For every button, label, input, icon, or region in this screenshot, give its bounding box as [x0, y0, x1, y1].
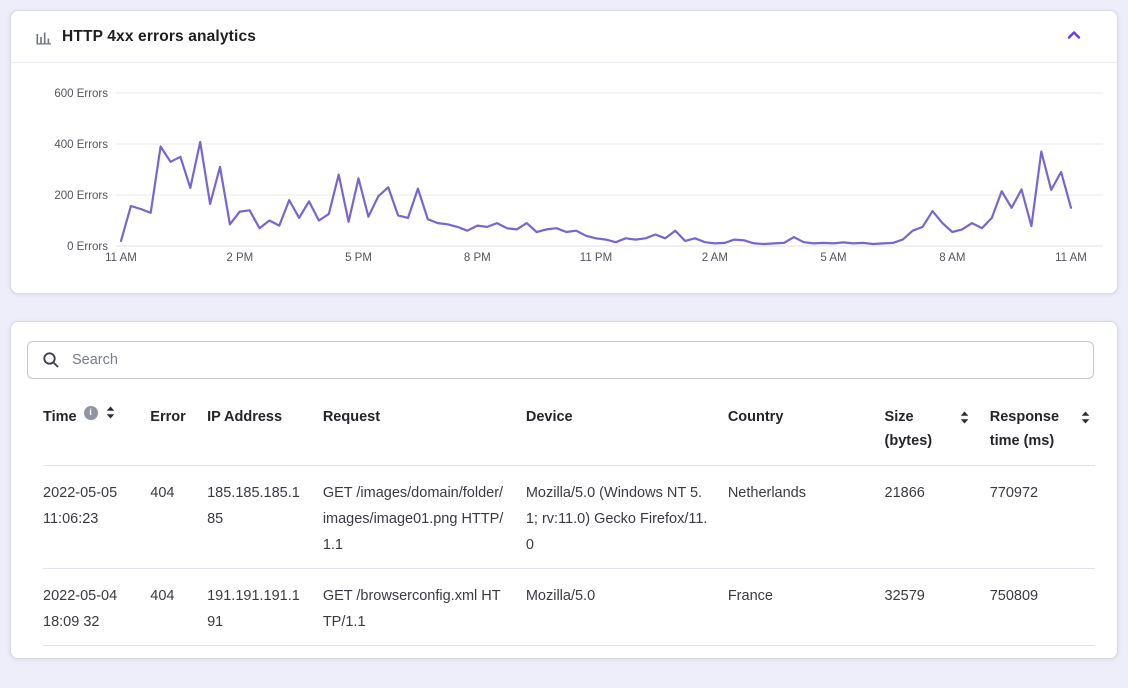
errors-line-chart-svg: 0 Errors 200 Errors 400 Errors 600 Errors 11…	[54, 88, 1103, 263]
cell-error: 404	[150, 465, 208, 569]
column-label-country: Country	[727, 409, 784, 425]
column-label-response: Response	[989, 409, 1060, 425]
svg-text:600 Errors: 600 Errors	[54, 88, 108, 100]
info-icon[interactable]: i	[83, 405, 98, 420]
analytics-page: HTTP 4xx errors analytics 0 Errors 200 Er…	[10, 10, 1118, 659]
cell-size: 21866	[884, 465, 990, 569]
column-header-error: Error	[150, 387, 208, 466]
column-header-size[interactable]: Size (bytes)	[884, 387, 990, 466]
http-4xx-errors-card: HTTP 4xx errors analytics 0 Errors 200 Er…	[10, 10, 1118, 294]
chevron-up-icon	[1066, 29, 1082, 44]
table-header-row: Time i	[43, 387, 1095, 466]
collapse-button[interactable]	[1062, 25, 1086, 48]
cell-time: 2022-05-04 18:09 32	[43, 568, 151, 646]
cell-size: 32579	[884, 568, 990, 646]
column-header-time[interactable]: Time i	[43, 387, 151, 466]
svg-text:0 Errors: 0 Errors	[67, 241, 108, 253]
errors-table: Time i	[43, 387, 1095, 646]
errors-log-card: Time i	[10, 321, 1118, 659]
cell-request: GET /browserconfig.xml HTTP/1.1	[322, 568, 526, 646]
svg-text:5 AM: 5 AM	[820, 252, 846, 263]
column-header-device: Device	[525, 387, 728, 466]
bar-chart-icon	[35, 28, 53, 46]
chart-card-header[interactable]: HTTP 4xx errors analytics	[11, 11, 1117, 63]
sort-icon[interactable]	[1080, 410, 1091, 425]
svg-text:11 PM: 11 PM	[580, 252, 612, 263]
column-header-request: Request	[322, 387, 526, 466]
column-label-device: Device	[525, 409, 573, 425]
cell-device: Mozilla/5.0	[525, 568, 728, 646]
search-input[interactable]	[72, 352, 1079, 368]
cell-ip-address: 191.191.191.191	[207, 568, 323, 646]
cell-request: GET /images/domain/folder/images/image01…	[322, 465, 526, 569]
table-row: 2022-05-05 11:06:23 404 185.185.185.185 …	[43, 465, 1095, 569]
svg-text:8 PM: 8 PM	[464, 252, 491, 263]
cell-error: 404	[150, 568, 208, 646]
column-label-size: Size	[884, 409, 914, 425]
search-icon	[42, 351, 60, 369]
cell-country: France	[727, 568, 885, 646]
svg-text:5 PM: 5 PM	[345, 252, 372, 263]
column-label-response-unit: time (ms)	[989, 433, 1055, 449]
column-label-request: Request	[322, 409, 381, 425]
svg-text:2 PM: 2 PM	[226, 252, 253, 263]
svg-text:200 Errors: 200 Errors	[54, 190, 108, 202]
column-label-error: Error	[150, 409, 186, 425]
svg-text:11 AM: 11 AM	[1055, 252, 1087, 263]
column-header-response-time[interactable]: Response time (ms)	[989, 387, 1095, 466]
svg-text:400 Errors: 400 Errors	[54, 139, 108, 151]
card-title: HTTP 4xx errors analytics	[62, 27, 256, 45]
sort-icon[interactable]	[959, 410, 970, 425]
cell-time: 2022-05-05 11:06:23	[43, 465, 151, 569]
column-label-ip: IP Address	[207, 409, 283, 425]
svg-text:8 AM: 8 AM	[939, 252, 965, 263]
search-box	[27, 341, 1094, 379]
svg-text:11 AM: 11 AM	[105, 252, 137, 263]
cell-response-time: 750809	[989, 568, 1095, 646]
cell-country: Netherlands	[727, 465, 885, 569]
column-header-country: Country	[727, 387, 885, 466]
errors-table-wrap: Time i	[43, 387, 1095, 646]
column-header-ip: IP Address	[207, 387, 323, 466]
table-row: 2022-05-04 18:09 32 404 191.191.191.191 …	[43, 568, 1095, 646]
column-label-size-unit: (bytes)	[884, 433, 933, 449]
column-label-time: Time	[43, 409, 77, 425]
cell-response-time: 770972	[989, 465, 1095, 569]
cell-ip-address: 185.185.185.185	[207, 465, 323, 569]
sort-icon[interactable]	[105, 405, 116, 420]
cell-device: Mozilla/5.0 (Windows NT 5.1; rv:11.0) Ge…	[525, 465, 728, 569]
svg-text:2 AM: 2 AM	[702, 252, 728, 263]
errors-line-chart: 0 Errors 200 Errors 400 Errors 600 Errors 11…	[11, 63, 1117, 293]
